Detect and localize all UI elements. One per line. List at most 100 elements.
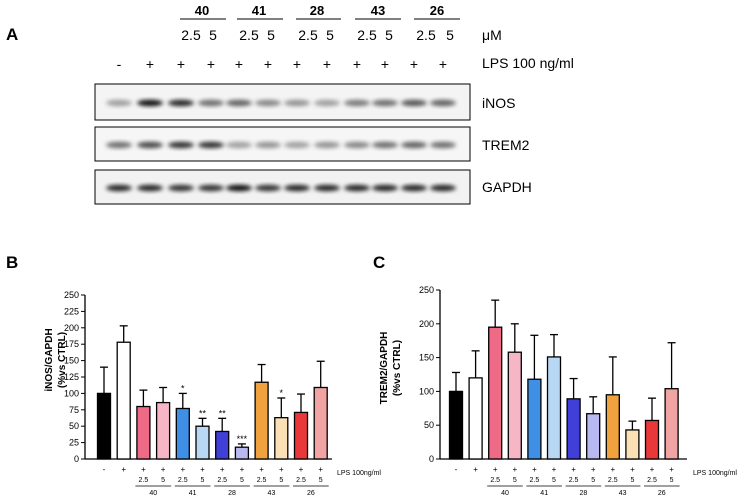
conc-label: 2.5 [569,477,579,484]
blot-conc: 5 [446,27,454,43]
blot-band [198,141,224,149]
lps-sign: + [473,465,478,474]
lps-sign: - [455,465,458,474]
lps-sign: + [200,465,205,474]
blot-band [372,141,398,149]
conc-label: 5 [279,477,283,484]
bar [605,394,620,460]
lps-sign: + [512,465,517,474]
y-tick-label: 50 [69,421,79,431]
blot-band [430,184,456,192]
blot-lps-sign: + [146,56,154,72]
y-tick-label: 75 [69,405,79,415]
blot-band [226,99,252,107]
group-label: 26 [658,490,666,497]
blot-lps-sign: + [293,56,301,72]
blot-band [284,141,310,149]
y-tick-label: 200 [64,323,79,333]
blot-conc: 2.5 [239,27,259,43]
band-label-gapdh: GAPDH [482,179,532,195]
lps-sign: + [279,465,284,474]
conc-label: 2.5 [608,477,618,484]
blot-band [284,184,310,192]
bar [293,411,309,460]
y-axis-label-sub: (%vs CTRL) [57,332,68,388]
blot-band [137,141,163,149]
lps-sign: + [220,465,225,474]
lps-sign: + [532,465,537,474]
chart-trem2: TREM2/GAPDH (%vs CTRL) 0 50 100 150 200 250 - +… [379,285,737,497]
lps-sign: + [669,465,674,474]
group-label: 40 [149,490,157,497]
blot-band [168,141,194,149]
conc-label: 5 [591,477,595,484]
conc-label: 2.5 [178,477,188,484]
blot-band [430,141,456,149]
blot-band [401,99,427,107]
group-label: 43 [619,490,627,497]
conc-label: 2.5 [257,477,267,484]
blot-band [106,141,132,149]
blot-group-label: 26 [430,3,444,18]
blot-band [168,184,194,192]
y-tick-label: 125 [64,372,79,382]
blot-band [314,99,340,107]
conc-label: 5 [319,477,323,484]
y-tick-label: 200 [419,319,434,329]
significance-label: *** [237,434,248,444]
lps-sign: + [591,465,596,474]
blot-band [314,184,340,192]
bar [313,386,328,460]
lps-sign: + [552,465,557,474]
y-axis-label-sub: (%vs CTRL) [392,340,403,396]
bar [254,381,269,460]
blot-band [401,141,427,149]
blot-conc: 5 [209,27,217,43]
blot-band [314,141,340,149]
conc-label: 2.5 [139,477,149,484]
blot-group-label: 28 [310,3,324,18]
blot-strip-inos: iNOS [94,83,515,121]
blot-conc-unit: μM [482,27,502,43]
conc-label: 2.5 [490,477,500,484]
panel-letter-b: B [6,253,18,272]
bar [274,417,289,460]
blot-lps-row: LPS 100 ng/ml - + + + + + + + + + + + [117,55,574,72]
y-axis-label: iNOS/GAPDH [44,328,55,391]
y-tick-label: 250 [64,290,79,300]
blot-band [168,99,194,107]
blot-band [372,99,398,107]
blot-band [137,99,163,107]
blot-band [255,141,281,149]
blot-bands [106,99,456,107]
lps-sign: + [141,465,146,474]
blot-bands [106,141,456,149]
blot-bands [106,184,456,192]
lps-sign: - [103,465,106,474]
bar [644,419,660,460]
lps-sign: + [259,465,264,474]
group-label: 43 [268,490,276,497]
y-tick-label: 150 [419,353,434,363]
conc-label: 2.5 [647,477,657,484]
blot-band [344,141,370,149]
significance-label: * [181,383,185,393]
lps-sign: + [650,465,655,474]
bar [527,378,542,460]
blot-group-label: 40 [195,3,209,18]
bar [507,351,522,460]
group-label: 41 [540,490,548,497]
blot-band [198,184,224,192]
blot-band [255,184,281,192]
bar [136,405,151,460]
bar [96,392,112,460]
bar [195,425,210,460]
lps-sign: + [610,465,615,474]
blot-band [372,184,398,192]
group-label: 41 [189,490,197,497]
blot-conc-row: 2.5 5 2.5 5 2.5 5 2.5 5 2.5 5 μM [181,27,501,43]
lps-sign: + [161,465,166,474]
conc-label: 5 [161,477,165,484]
lps-sign: + [180,465,185,474]
